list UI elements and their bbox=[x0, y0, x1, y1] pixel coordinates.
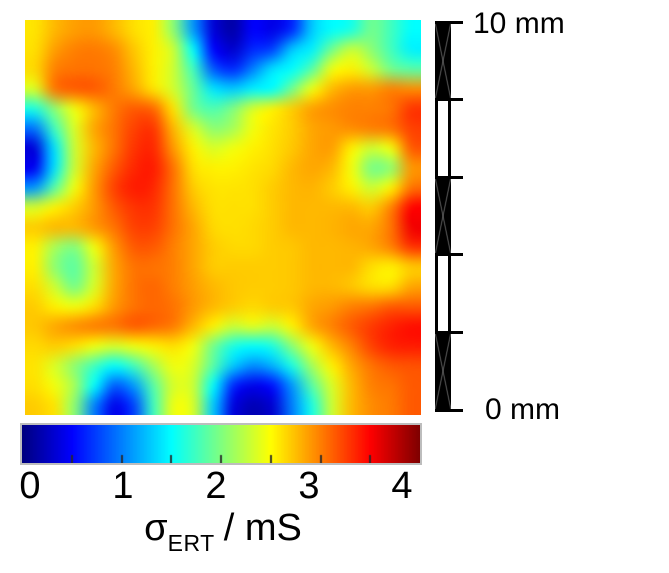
scale-bar-white-segment bbox=[435, 254, 451, 333]
colorbar-axis-label: σERT / mS bbox=[144, 505, 302, 556]
scale-bar-tick bbox=[435, 330, 463, 334]
scale-bar-tick bbox=[435, 253, 463, 257]
colorbar-tick-label: 3 bbox=[298, 465, 320, 507]
scale-bar-tick bbox=[435, 175, 463, 179]
colorbar-tick-label: 4 bbox=[391, 465, 413, 507]
colorbar-tick-label: 1 bbox=[112, 465, 134, 507]
colorbar-tick-labels: 0 1 2 3 4 bbox=[0, 466, 669, 506]
scale-bar-tick bbox=[435, 98, 463, 102]
scale-bar-min-label: 0 mm bbox=[485, 393, 560, 426]
scale-bar-white-segment bbox=[435, 99, 451, 178]
scale-bar-black-segment bbox=[435, 177, 451, 255]
scale-bar-tick bbox=[435, 408, 463, 412]
conductivity-heatmap bbox=[25, 20, 421, 415]
scale-bar bbox=[435, 22, 451, 410]
colorbar bbox=[20, 423, 422, 465]
sigma-subscript: ERT bbox=[167, 530, 215, 556]
scale-bar-max-label: 10 mm bbox=[473, 7, 565, 40]
unit-text: / mS bbox=[223, 507, 302, 549]
scale-bar-black-segment bbox=[435, 332, 451, 410]
colorbar-tick-label: 2 bbox=[205, 465, 227, 507]
sigma-symbol: σ bbox=[144, 507, 168, 549]
scale-bar-tick bbox=[435, 20, 463, 24]
colorbar-tick-label: 0 bbox=[19, 465, 41, 507]
scale-bar-black-segment bbox=[435, 22, 451, 100]
